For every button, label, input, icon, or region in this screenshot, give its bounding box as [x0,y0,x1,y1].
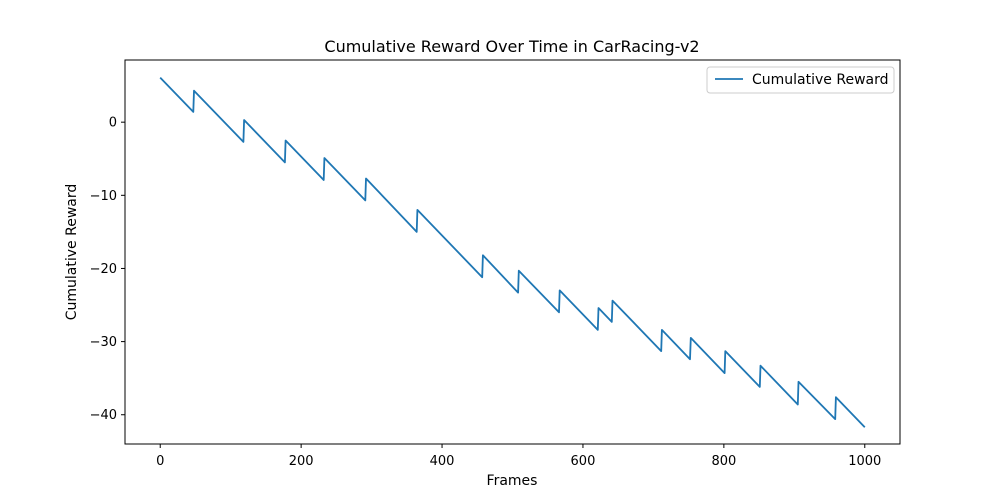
x-axis-label: Frames [487,473,538,489]
y-axis-label: Cumulative Reward [64,184,80,321]
x-axis: 0 200 400 600 800 1000 [156,444,881,469]
plot-frame [124,59,901,445]
y-tick-label: −10 [90,189,117,204]
series-line-cumulative-reward [159,76,866,428]
x-tick-label: 1000 [848,454,881,469]
legend-label: Cumulative Reward [752,72,889,88]
series-layer [159,76,866,428]
x-tick-label: 600 [571,454,596,469]
y-axis: 0 −10 −20 −30 −40 [90,116,125,423]
x-tick-label: 400 [430,454,455,469]
chart-title: Cumulative Reward Over Time in CarRacing… [324,37,699,56]
legend: Cumulative Reward [706,66,895,94]
y-tick-label: −20 [90,262,117,277]
x-tick-label: 800 [711,454,736,469]
x-tick-label: 200 [289,454,314,469]
legend-box [706,66,895,94]
y-tick-label: −30 [90,335,117,350]
plot-area [125,60,900,444]
y-tick-label: −40 [90,408,117,423]
x-tick-label: 0 [156,454,164,469]
y-tick-label: 0 [109,116,117,131]
